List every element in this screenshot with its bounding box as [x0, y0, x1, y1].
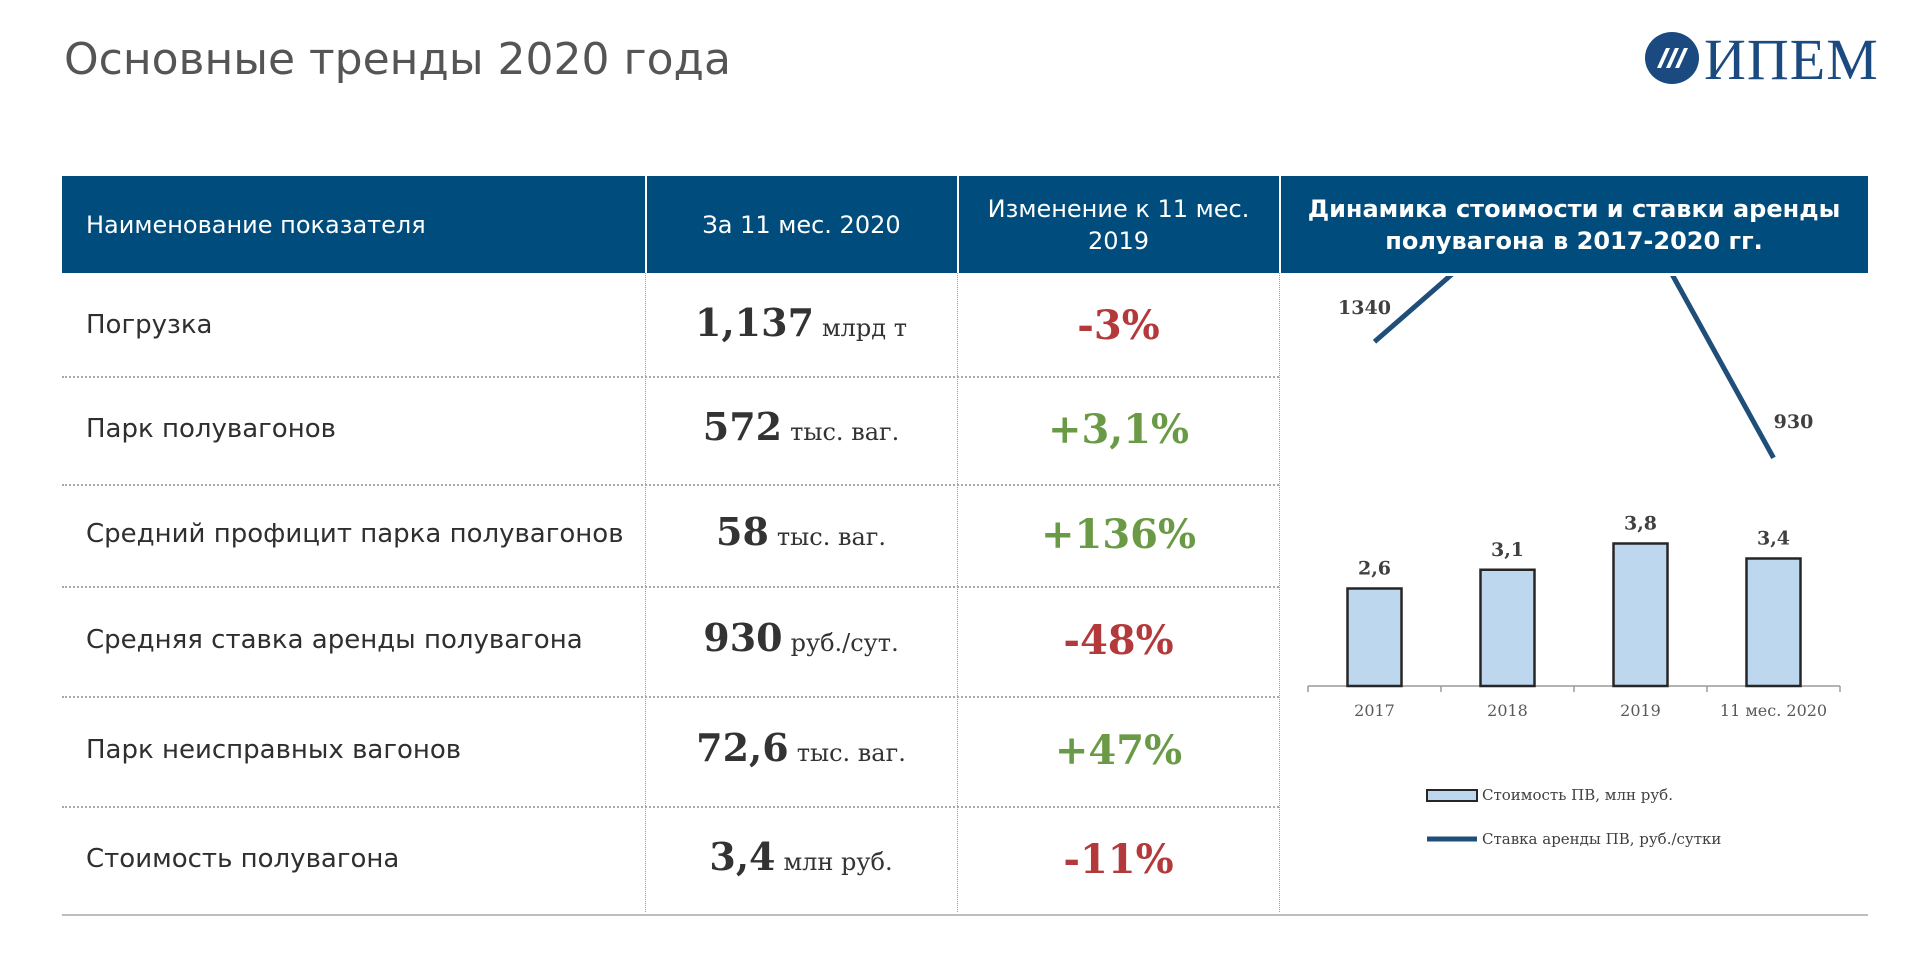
bar: [1612, 542, 1669, 688]
bar-data-label: 2,6: [1358, 558, 1391, 580]
row-change-loading: -3%: [1077, 302, 1160, 349]
bar: [1346, 587, 1403, 688]
header-divider: [957, 176, 959, 273]
row-value-rental-rate: 930 руб./сут.: [646, 615, 956, 660]
row-value-loading: 1,137 млрд т: [646, 300, 956, 345]
value-number: 572: [702, 404, 783, 449]
x-tick-label: 2017: [1354, 701, 1395, 720]
column-divider: [957, 176, 958, 912]
row-name-wagon-cost: Стоимость полувагона: [86, 844, 400, 874]
header-change-line2: 2019: [1087, 226, 1150, 255]
row-divider: [62, 484, 1279, 486]
row-value-wagon-cost: 3,4 млн руб.: [646, 834, 956, 879]
value-unit: тыс. ваг.: [796, 739, 906, 767]
x-tick-label: 11 мес. 2020: [1720, 701, 1827, 720]
row-value-faulty-wagons: 72,6 тыс. ваг.: [646, 725, 956, 770]
row-value-gondola-fleet: 572 тыс. ваг.: [646, 404, 956, 449]
header-divider: [645, 176, 647, 273]
bar-data-label: 3,8: [1624, 513, 1657, 535]
value-number: 3,4: [709, 834, 776, 879]
value-unit: млрд т: [822, 314, 907, 342]
row-name-gondola-fleet: Парк полувагонов: [86, 414, 336, 444]
value-unit: руб./сут.: [790, 629, 899, 657]
logo-text: ИПЕМ: [1704, 27, 1879, 92]
value-number: 930: [703, 615, 783, 660]
column-divider: [1279, 176, 1280, 912]
line-data-label: 930: [1774, 411, 1814, 433]
header-divider: [1279, 176, 1281, 273]
row-change-rental-rate: -48%: [1063, 617, 1174, 664]
value-number: 1,137: [695, 300, 815, 345]
row-name-faulty-wagons: Парк неисправных вагонов: [86, 735, 462, 765]
header-change-line1: Изменение к 11 мес.: [987, 194, 1250, 223]
row-change-faulty-wagons: +47%: [1054, 727, 1183, 774]
header-chart-line2: полувагона в 2017-2020 гг.: [1385, 226, 1763, 255]
bar: [1479, 568, 1536, 688]
slide-title: Основные тренды 2020 года: [64, 34, 731, 85]
bar-data-label: 3,4: [1757, 528, 1790, 550]
row-name-fleet-surplus: Средний профицит парка полувагонов: [86, 519, 624, 549]
value-number: 58: [716, 509, 769, 554]
x-tick-label: 2019: [1620, 701, 1661, 720]
legend-bar-label: Стоимость ПВ, млн руб.: [1482, 786, 1673, 804]
row-divider: [62, 586, 1279, 588]
x-tick-label: 2018: [1487, 701, 1528, 720]
row-divider: [62, 696, 1279, 698]
value-unit: тыс. ваг.: [776, 523, 886, 551]
row-change-fleet-surplus: +136%: [1040, 511, 1197, 558]
row-name-rental-rate: Средняя ставка аренды полувагона: [86, 625, 583, 655]
row-divider: [62, 376, 1279, 378]
row-name-loading: Погрузка: [86, 310, 213, 340]
legend-line-label: Ставка аренды ПВ, руб./сутки: [1482, 830, 1721, 848]
header-value: За 11 мес. 2020: [646, 176, 957, 273]
value-unit: тыс. ваг.: [790, 418, 900, 446]
table-bottom-border: [62, 914, 1868, 916]
row-divider: [62, 806, 1279, 808]
value-unit: млн руб.: [783, 848, 893, 876]
header-chart-line1: Динамика стоимости и ставки аренды: [1307, 194, 1841, 223]
bar-data-label: 3,1: [1491, 539, 1524, 561]
column-divider: [645, 176, 646, 912]
header-indicator-name: Наименование показателя: [62, 176, 645, 273]
header-change: Изменение к 11 мес. 2019: [958, 176, 1279, 273]
row-change-gondola-fleet: +3,1%: [1047, 406, 1190, 453]
bar: [1745, 557, 1802, 688]
rent-line: [1372, 276, 1776, 460]
row-value-fleet-surplus: 58 тыс. ваг.: [646, 509, 956, 554]
value-number: 72,6: [696, 725, 789, 770]
ipem-logo: ИПЕМ: [1644, 30, 1904, 90]
line-data-label: 1340: [1338, 297, 1391, 319]
indicators-table: Наименование показателя За 11 мес. 2020 …: [62, 176, 1868, 916]
ipem-swoosh-logo-icon: [1645, 32, 1699, 84]
cost-rent-dynamics-chart: 2017 2018 2019 11 мес. 2020 2,6 3,1 3,8 3,4 1340…: [1307, 276, 1841, 848]
row-change-wagon-cost: -11%: [1063, 836, 1174, 883]
header-chart: Динамика стоимости и ставки аренды полув…: [1280, 176, 1868, 273]
legend-bar-swatch: [1426, 789, 1478, 802]
